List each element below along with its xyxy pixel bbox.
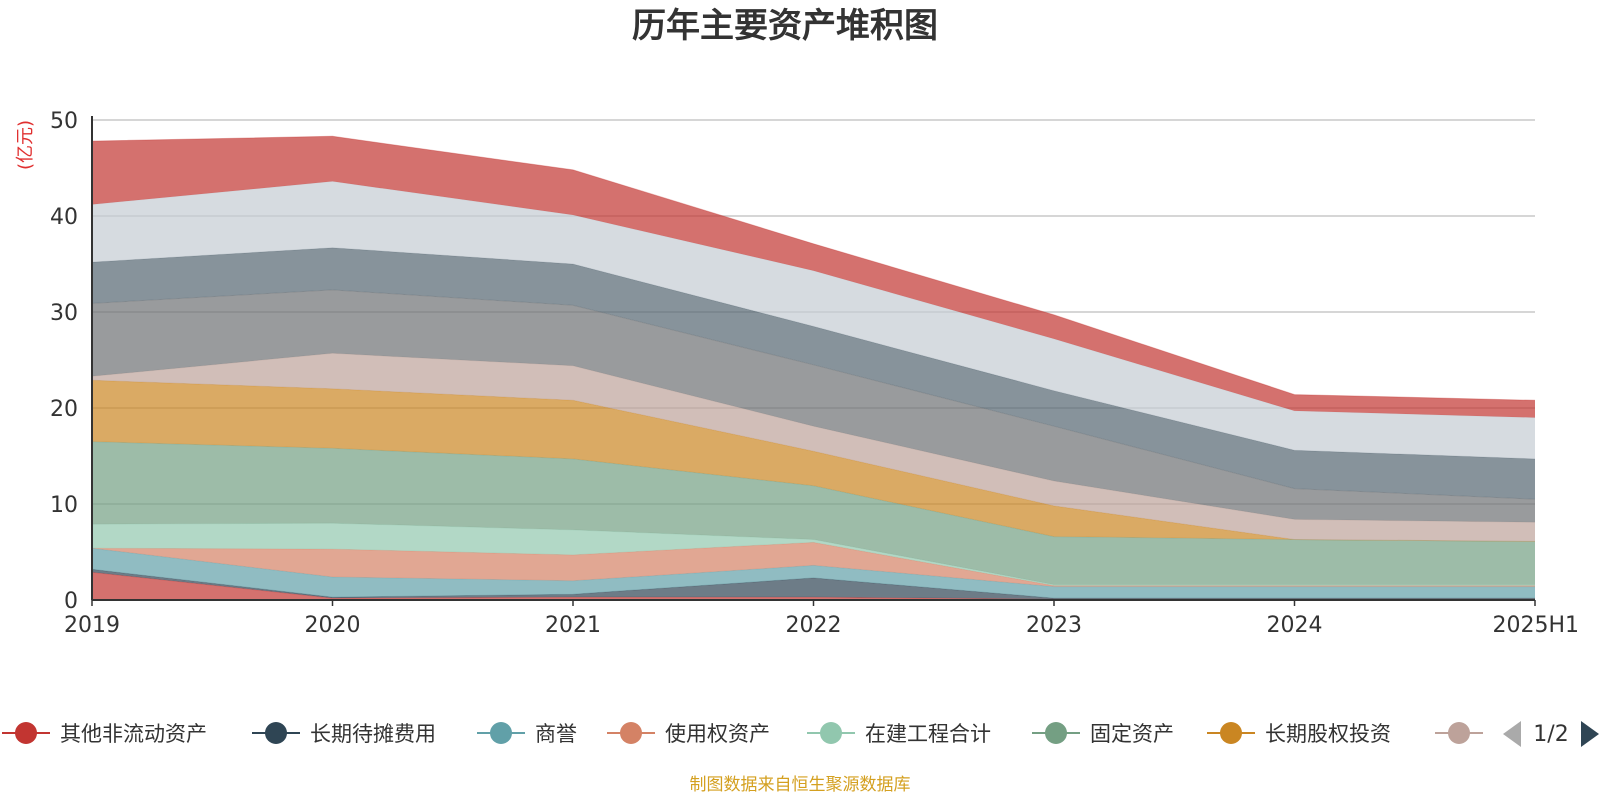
y-axis-unit-label: (亿元) xyxy=(15,120,36,170)
legend-next-page-icon[interactable] xyxy=(1581,721,1599,747)
x-tick-label: 2019 xyxy=(64,613,120,638)
source-note: 制图数据来自恒生聚源数据库 xyxy=(690,775,911,795)
x-tick-label: 2020 xyxy=(305,613,361,638)
series-area-11 xyxy=(92,181,1535,459)
legend-item-6[interactable]: 固定资产 xyxy=(1032,722,1174,746)
legend-item-7[interactable]: 长期股权投资 xyxy=(1207,722,1391,746)
axes: 0 10 20 30 40 50 2019 2020 2021 2022 2023 2024 2025H… xyxy=(50,109,1579,638)
series-area-7 xyxy=(92,380,1535,542)
legend-label: 固定资产 xyxy=(1090,722,1174,746)
legend-label: 使用权资产 xyxy=(665,722,770,746)
legend-item-3[interactable]: 商誉 xyxy=(477,722,577,746)
legend-item-4[interactable]: 使用权资产 xyxy=(607,722,770,746)
series-area-8 xyxy=(92,353,1535,542)
y-tick-label: 40 xyxy=(50,205,78,230)
x-tick-label: 2024 xyxy=(1267,613,1323,638)
y-tick-label: 30 xyxy=(50,301,78,326)
series-area-9 xyxy=(92,289,1535,523)
x-tick-label: 2023 xyxy=(1026,613,1082,638)
series-area-2 xyxy=(92,569,1535,599)
legend-marker xyxy=(1045,722,1067,744)
legend-item-1[interactable]: 其他非流动资产 xyxy=(2,722,207,746)
legend-marker xyxy=(1220,722,1242,744)
series-area-4 xyxy=(92,542,1535,587)
legend-prev-page-icon[interactable] xyxy=(1503,721,1521,747)
chart-title: 历年主要资产堆积图 xyxy=(632,6,938,46)
legend[interactable]: 其他非流动资产 长期待摊费用 商誉 使用权资产 在建工程合计 固定资产 长期股权投资 1/2 xyxy=(2,721,1599,747)
x-tick-label: 2025H1 xyxy=(1492,613,1579,638)
area-series-layer xyxy=(91,135,1536,600)
legend-marker xyxy=(620,722,642,744)
y-tick-label: 0 xyxy=(64,589,78,614)
series-area-1 xyxy=(92,572,1535,600)
series-area-5 xyxy=(92,523,1535,586)
legend-page-indicator: 1/2 xyxy=(1533,722,1568,747)
legend-marker xyxy=(265,722,287,744)
legend-label: 商誉 xyxy=(535,722,577,746)
series-line-12 xyxy=(91,135,1536,401)
y-tick-label: 10 xyxy=(50,493,78,518)
legend-label: 长期待摊费用 xyxy=(310,722,436,746)
legend-item-8[interactable] xyxy=(1435,722,1483,744)
legend-item-2[interactable]: 长期待摊费用 xyxy=(252,722,436,746)
legend-marker xyxy=(15,722,37,744)
series-area-12 xyxy=(92,136,1535,418)
series-area-10 xyxy=(92,247,1535,500)
legend-item-5[interactable]: 在建工程合计 xyxy=(807,722,991,746)
legend-label: 其他非流动资产 xyxy=(60,722,207,746)
x-tick-label: 2022 xyxy=(786,613,842,638)
x-tick-label: 2021 xyxy=(545,613,601,638)
legend-marker xyxy=(490,722,512,744)
legend-label: 在建工程合计 xyxy=(865,722,991,746)
y-tick-label: 50 xyxy=(50,109,78,134)
y-tick-label: 20 xyxy=(50,397,78,422)
series-area-6 xyxy=(92,441,1535,585)
legend-marker xyxy=(1448,722,1470,744)
legend-marker xyxy=(820,722,842,744)
series-area-3 xyxy=(92,548,1535,599)
legend-label: 长期股权投资 xyxy=(1265,722,1391,746)
